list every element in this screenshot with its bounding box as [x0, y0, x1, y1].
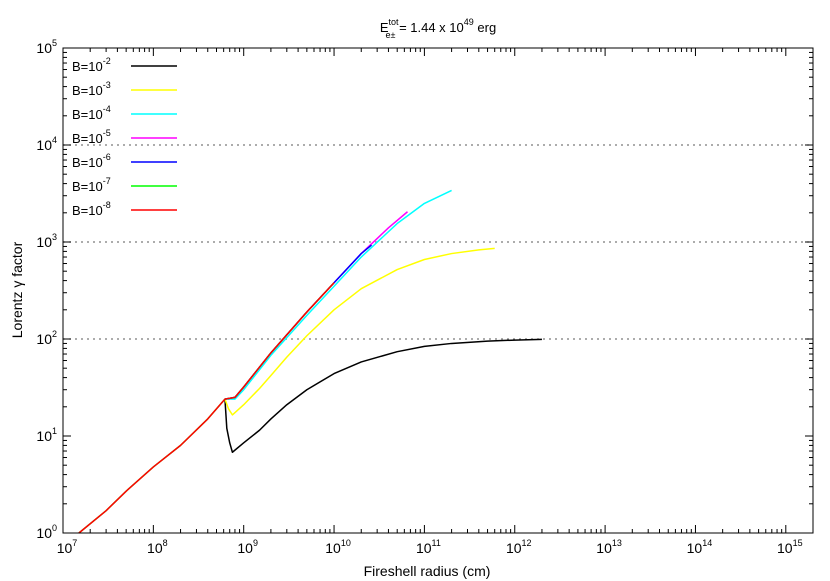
y-axis-title: Lorentz γ factor — [9, 241, 25, 338]
legend-label-1: B=10-2 — [72, 56, 111, 74]
x-tick-label: 1015 — [777, 538, 803, 556]
title-superscript: tot — [388, 17, 399, 27]
chart-title: Etot e± = 1.44 x 1049 erg — [380, 17, 496, 40]
series-line-3 — [224, 189, 452, 400]
series-layer — [78, 189, 542, 534]
x-tick-label: 108 — [147, 538, 168, 556]
title-exponent: 49 — [464, 17, 474, 27]
title-subscript: e± — [386, 30, 396, 40]
x-tick-label: 1010 — [325, 538, 351, 556]
title-unit: erg — [474, 20, 496, 35]
series-line-1 — [224, 338, 542, 453]
legend: B=10-2 B=10-3 B=10-4 B=10-5 B=10-6 B=10-7 B=10… — [72, 56, 177, 218]
title-rest: = 1.44 x 10 — [395, 20, 463, 35]
title-base: E — [380, 20, 389, 35]
y-tick-label: 101 — [36, 426, 57, 444]
x-axis-title: Fireshell radius (cm) — [364, 563, 491, 579]
series-line-6 — [78, 282, 335, 534]
y-tick-label: 103 — [36, 232, 57, 250]
legend-label-6: B=10-7 — [72, 176, 111, 194]
y-tick-label: 105 — [36, 38, 57, 56]
ticks: 107 108 109 1010 1011 1012 1013 1014 1015 100 101 1… — [36, 38, 814, 556]
x-tick-label: 107 — [57, 538, 78, 556]
legend-label-4: B=10-5 — [72, 128, 111, 146]
y-tick-label: 100 — [36, 523, 57, 541]
y-tick-label: 104 — [36, 135, 57, 153]
x-tick-label: 1012 — [506, 538, 532, 556]
legend-label-3: B=10-4 — [72, 104, 111, 122]
x-tick-label: 1013 — [596, 538, 622, 556]
grid — [63, 144, 813, 340]
y-tick-label: 102 — [36, 329, 57, 347]
legend-label-2: B=10-3 — [72, 80, 111, 98]
x-tick-label: 109 — [237, 538, 258, 556]
plot-frame — [62, 47, 814, 534]
x-tick-label: 1014 — [687, 538, 713, 556]
legend-label-7: B=10-8 — [72, 200, 111, 218]
axes — [62, 47, 814, 534]
legend-label-5: B=10-6 — [72, 152, 111, 170]
series-line-7 — [78, 282, 335, 534]
x-tick-label: 1011 — [416, 538, 441, 556]
series-line-2 — [224, 247, 495, 416]
